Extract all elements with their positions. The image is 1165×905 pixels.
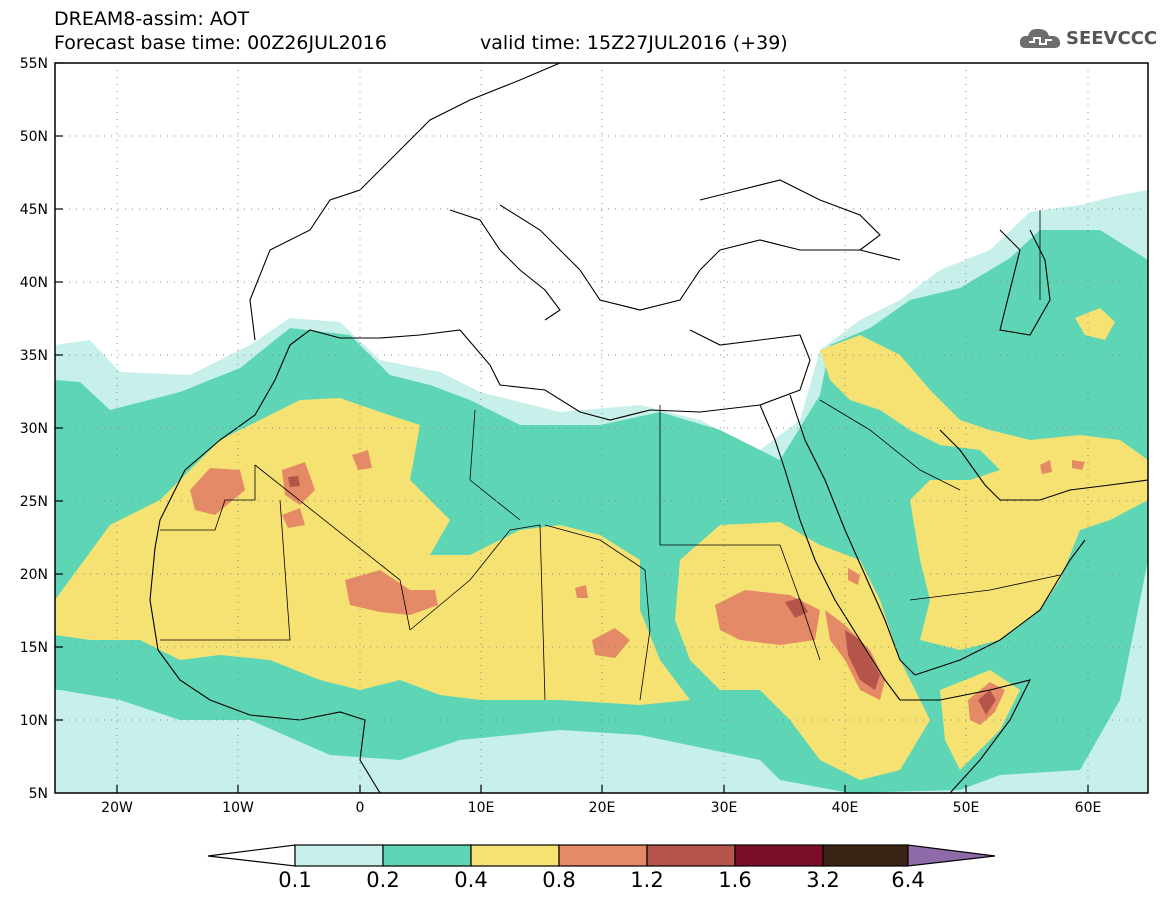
lon-label: 40E [832, 800, 859, 816]
italy-coast [449, 209, 561, 321]
lat-label: 40N [20, 275, 48, 291]
lat-label: 20N [20, 567, 48, 583]
aot-field [55, 190, 1148, 793]
colorbar [207, 844, 996, 867]
lat-label: 5N [29, 786, 48, 802]
west-africa-coast [149, 547, 381, 793]
coastlines [149, 63, 1148, 793]
valid-time: valid time: 15Z27JUL2016 (+39) [480, 32, 788, 54]
colorbar-swatch [558, 844, 648, 867]
lon-label: 30E [711, 800, 738, 816]
axis-ticks [55, 62, 1089, 793]
aot-band-1.2 [288, 476, 996, 715]
europe-coast [249, 63, 561, 341]
graticule [55, 63, 1148, 793]
lat-label: 35N [20, 348, 48, 364]
balkans-coast [499, 204, 901, 311]
arabia-coast [914, 539, 1086, 676]
colorbar-swatch [470, 844, 560, 867]
black-sea-coast [699, 179, 881, 251]
colorbar-swatch [294, 844, 384, 867]
colorbar-label: 0.8 [542, 868, 576, 892]
caspian-coast [999, 229, 1051, 336]
aot-band-0.4-arabia [820, 335, 1148, 650]
colorbar-swatch [382, 844, 472, 867]
lat-label: 15N [20, 640, 48, 656]
red-sea-west-coast [759, 404, 901, 701]
persian-gulf-coast [939, 429, 1148, 501]
lon-label: 50E [953, 800, 980, 816]
colorbar-label: 1.2 [630, 868, 664, 892]
red-sea-east-coast [789, 394, 916, 676]
lon-label: 20W [101, 800, 133, 816]
colorbar-swatch [734, 844, 824, 867]
lat-labels: 55N 50N 45N 40N 35N 30N 25N 20N 15N 10N … [20, 56, 48, 802]
colorbar-label: 1.6 [718, 868, 752, 892]
lat-label: 45N [20, 202, 48, 218]
colorbar-swatch [646, 844, 736, 867]
borders [160, 210, 1061, 701]
lat-label: 50N [20, 129, 48, 145]
colorbar-label: 3.2 [806, 868, 840, 892]
lat-label: 10N [20, 713, 48, 729]
colorbar-label: 0.1 [278, 868, 312, 892]
lon-label: 20E [589, 800, 616, 816]
lon-label: 60E [1075, 800, 1102, 816]
lon-label: 0 [356, 800, 365, 816]
logo-text: SEEVCCC [1066, 28, 1158, 49]
lat-label: 55N [20, 56, 48, 72]
forecast-base-time: Forecast base time: 00Z26JUL2016 [54, 32, 387, 54]
aot-band-0.4-sudan [675, 522, 930, 780]
colorbar-label: 0.4 [454, 868, 488, 892]
north-africa-coast [154, 329, 801, 549]
seevccc-logo: SEEVCCC [1018, 24, 1157, 54]
map-title: DREAM8-assim: AOT [54, 8, 250, 30]
colorbar-label: 6.4 [891, 868, 925, 892]
lon-labels: 20W 10W 0 10E 20E 30E 40E 50E 60E [101, 800, 1101, 816]
anatolia-coast [689, 329, 811, 391]
lat-label: 25N [20, 494, 48, 510]
horn-africa-coast [900, 679, 1032, 793]
colorbar-high-arrow [907, 844, 996, 867]
aot-band-0.4-iran [1075, 308, 1115, 340]
cloud-icon [1019, 28, 1061, 48]
lon-label: 10W [222, 800, 254, 816]
lon-label: 10E [468, 800, 495, 816]
colorbar-low-arrow [207, 844, 296, 867]
lat-label: 30N [20, 421, 48, 437]
colorbar-label: 0.2 [366, 868, 400, 892]
colorbar-swatch [822, 844, 909, 867]
